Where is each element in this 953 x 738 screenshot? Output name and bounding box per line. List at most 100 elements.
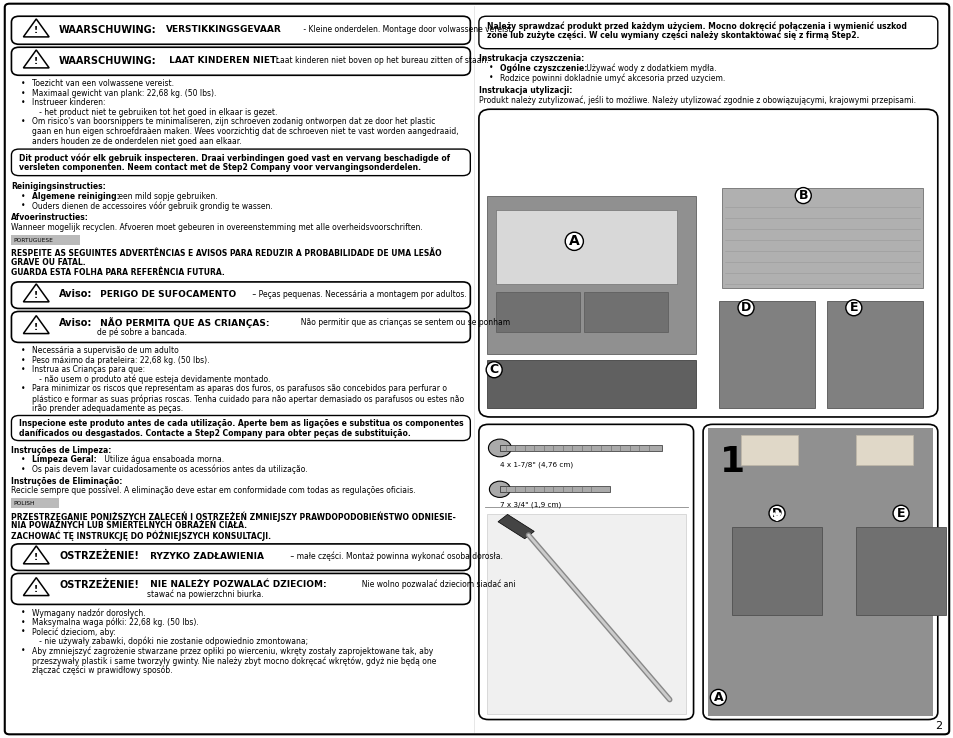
Text: Inspecione este produto antes de cada utilização. Aperte bem as ligações e subst: Inspecione este produto antes de cada ut… [19, 419, 463, 428]
Text: C: C [489, 363, 498, 376]
Text: Toezicht van een volwassene vereist.: Toezicht van een volwassene vereist. [32, 79, 174, 88]
Text: WAARSCHUWING:: WAARSCHUWING: [59, 24, 156, 35]
Text: Ouders dienen de accessoires vóór gebruik grondig te wassen.: Ouders dienen de accessoires vóór gebrui… [32, 201, 273, 211]
Text: VERSTIKKINGSGEVAAR: VERSTIKKINGSGEVAAR [166, 25, 281, 34]
Text: - het product niet te gebruiken tot het goed in elkaar is gezet.: - het product niet te gebruiken tot het … [32, 108, 277, 117]
Text: OSTRZEŻENIE!: OSTRZEŻENIE! [59, 551, 139, 562]
Text: Należy sprawdzać produkt przed każdym użyciem. Mocno dokręcić połączenia i wymie: Należy sprawdzać produkt przed każdym uż… [486, 21, 905, 31]
Text: RESPEITE AS SEGUINTES ADVERTÊNCIAS E AVISOS PARA REDUZIR A PROBABILIDADE DE UMA : RESPEITE AS SEGUINTES ADVERTÊNCIAS E AVI… [11, 249, 441, 258]
Text: Algemene reiniging:: Algemene reiniging: [32, 192, 120, 201]
Text: NÃO PERMITA QUE AS CRIANÇAS:: NÃO PERMITA QUE AS CRIANÇAS: [97, 317, 270, 328]
Bar [499, 486, 609, 492]
Text: LAAT KINDEREN NIET:: LAAT KINDEREN NIET: [166, 56, 279, 65]
Text: •: • [21, 384, 26, 393]
Text: Para minimizar os riscos que representam as aparas dos furos, os parafusos são c: Para minimizar os riscos que representam… [32, 384, 447, 393]
Text: Aby zmniejszyć zagrożenie stwarzane przez opłiki po wierceniu, wkręty zostały za: Aby zmniejszyć zagrożenie stwarzane prze… [32, 646, 434, 656]
Text: Instruções de Eliminação:: Instruções de Eliminação: [11, 477, 123, 486]
Text: Reinigingsinstructies:: Reinigingsinstructies: [11, 182, 106, 191]
Text: zone lub zużyte części. W celu wymiany części należy skontaktować się z firmą St: zone lub zużyte części. W celu wymiany c… [486, 31, 858, 41]
Text: !: ! [34, 585, 38, 594]
Text: A: A [568, 235, 579, 248]
Text: !: ! [34, 27, 38, 35]
Bar [496, 292, 579, 332]
Text: versleten componenten. Neem contact met de Step2 Company voor vervangingsonderde: versleten componenten. Neem contact met … [19, 163, 420, 172]
Text: Dit product vóór elk gebruik inspecteren. Draai verbindingen goed vast en vervan: Dit product vóór elk gebruik inspecteren… [19, 154, 450, 163]
Text: Recicle sempre que possível. A eliminação deve estar em conformidade com todas a: Recicle sempre que possível. A eliminaçã… [11, 486, 416, 495]
Text: przeszywały plastik i same tworzyły gwinty. Nie należy zbyt mocno dokręcać wkręt: przeszywały plastik i same tworzyły gwin… [32, 656, 436, 666]
Text: •: • [21, 365, 26, 374]
Text: •: • [21, 465, 26, 474]
Text: WAARSCHUWING:: WAARSCHUWING: [59, 55, 156, 66]
Text: Polecić dzieciom, aby:: Polecić dzieciom, aby: [32, 627, 116, 637]
Polygon shape [23, 19, 50, 37]
Text: NIA POWAŻNYCH LUB ŚMIERTELNYCH OBRAŻEŃ CIAŁA.: NIA POWAŻNYCH LUB ŚMIERTELNYCH OBRAŻEŃ C… [11, 521, 247, 530]
Bar [583, 292, 667, 332]
Circle shape [488, 439, 511, 457]
Polygon shape [23, 578, 50, 596]
Text: •: • [488, 73, 493, 82]
Text: •: • [21, 98, 26, 107]
Bar [486, 514, 685, 714]
Bar [719, 301, 814, 408]
Polygon shape [497, 514, 534, 539]
Text: Ogólne czyszczenie:: Ogólne czyszczenie: [499, 63, 587, 73]
Text: B: B [798, 189, 807, 202]
Text: A: A [713, 691, 722, 704]
Circle shape [489, 481, 510, 497]
Text: !: ! [34, 292, 38, 300]
Text: Utilize água ensaboada morna.: Utilize água ensaboada morna. [102, 455, 224, 464]
Bar [486, 196, 696, 354]
Text: E: E [849, 301, 857, 314]
Text: •: • [21, 627, 26, 636]
Bar [721, 188, 922, 288]
Text: Używać wody z dodatkiem mydła.: Używać wody z dodatkiem mydła. [583, 63, 716, 73]
Text: de pé sobre a bancada.: de pé sobre a bancada. [97, 328, 187, 337]
Text: •: • [21, 618, 26, 627]
Text: •: • [21, 608, 26, 617]
Polygon shape [23, 50, 50, 68]
Text: - não usem o produto até que esteja devidamente montado.: - não usem o produto até que esteja devi… [32, 375, 271, 384]
Text: Wymagany nadzór dorosłych.: Wymagany nadzór dorosłych. [32, 608, 146, 618]
Text: POLISH: POLISH [13, 501, 35, 506]
Bar [486, 360, 696, 408]
Text: Instrukacja utylizacji:: Instrukacja utylizacji: [478, 86, 572, 94]
Text: Não permitir que as crianças se sentem ou se ponham: Não permitir que as crianças se sentem o… [295, 318, 509, 327]
Text: •: • [21, 646, 26, 655]
Text: PRZESTRZEGANIE PONIŻSZYCH ZALECEŃ I OSTRZEŻEŃ ZMNIEJSZY PRAWDOPODOBIEŃSTWO ODNIE: PRZESTRZEGANIE PONIŻSZYCH ZALECEŃ I OSTR… [11, 511, 456, 522]
Text: D: D [740, 301, 750, 314]
Text: !: ! [34, 323, 38, 332]
Bar [11, 498, 59, 508]
Text: E: E [896, 507, 904, 520]
Text: - nie używały zabawki, dopóki nie zostanie odpowiednio zmontowana;: - nie używały zabawki, dopóki nie zostan… [32, 637, 308, 646]
Polygon shape [23, 546, 50, 564]
Text: •: • [21, 356, 26, 365]
Text: 4 x 1-7/8" (4,76 cm): 4 x 1-7/8" (4,76 cm) [499, 461, 573, 468]
Text: D: D [771, 507, 781, 520]
Text: - Kleine onderdelen. Montage door volwassene vereist.: - Kleine onderdelen. Montage door volwas… [301, 25, 514, 34]
Bar [707, 428, 932, 716]
Text: •: • [21, 346, 26, 355]
Text: Os pais devem lavar cuidadosamente os acessórios antes da utilização.: Os pais devem lavar cuidadosamente os ac… [32, 465, 308, 475]
Bar [826, 301, 922, 408]
Text: Instrua as Crianças para que:: Instrua as Crianças para que: [32, 365, 146, 374]
Text: Maksymalna waga półki: 22,68 kg. (50 lbs).: Maksymalna waga półki: 22,68 kg. (50 lbs… [32, 618, 199, 627]
Text: Instruções de Limpeza:: Instruções de Limpeza: [11, 446, 112, 455]
Text: PERIGO DE SUFOCAMENTO: PERIGO DE SUFOCAMENTO [97, 290, 236, 299]
Text: Aviso:: Aviso: [59, 289, 92, 300]
Text: plástico e formar as suas próprias roscas. Tenha cuidado para não apertar demasi: plástico e formar as suas próprias rosca… [32, 394, 464, 404]
Polygon shape [23, 284, 50, 302]
Bar [855, 527, 945, 615]
Text: Nie wolno pozwalać dzieciom siadać ani: Nie wolno pozwalać dzieciom siadać ani [356, 580, 515, 589]
Text: – małe części. Montaż powinna wykonać osoba dorosła.: – małe części. Montaż powinna wykonać os… [288, 552, 502, 561]
Text: •: • [488, 63, 493, 72]
Text: !: ! [34, 554, 38, 562]
Bar [496, 210, 677, 284]
Text: Instrukacja czyszczenia:: Instrukacja czyszczenia: [478, 54, 583, 63]
Text: !: ! [34, 58, 38, 66]
Text: Instrueer kinderen:: Instrueer kinderen: [32, 98, 106, 107]
Text: •: • [21, 89, 26, 97]
Text: anders houden ze de onderdelen niet goed aan elkaar.: anders houden ze de onderdelen niet goed… [32, 137, 242, 145]
Text: •: • [21, 117, 26, 126]
Text: Necessária a supervisão de um adulto: Necessária a supervisão de um adulto [32, 346, 179, 355]
Text: gaan en hun eigen schroefdraàen maken. Wees voorzichtig dat de schroeven niet te: gaan en hun eigen schroefdraàen maken. W… [32, 127, 458, 136]
